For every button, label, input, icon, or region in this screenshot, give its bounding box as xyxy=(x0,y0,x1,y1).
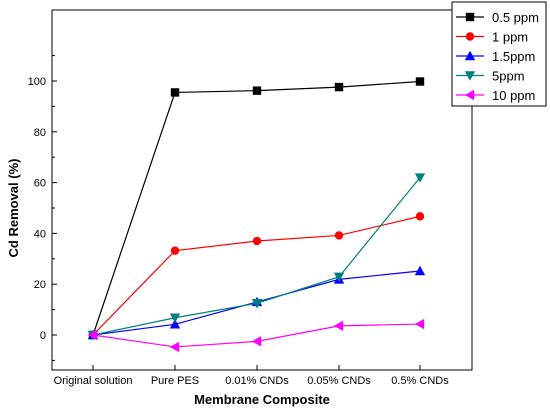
series-4 xyxy=(87,318,425,353)
legend: 0.5 ppm 1 ppm 1.5ppm 5ppm 10 ppm xyxy=(451,1,547,107)
data-point xyxy=(333,272,345,283)
data-point xyxy=(464,50,476,61)
data-point xyxy=(334,82,344,92)
data-point xyxy=(414,173,426,183)
y-tick-label: 100 xyxy=(28,76,46,88)
data-point xyxy=(333,320,344,332)
data-point xyxy=(414,265,426,276)
legend-entry: 5ppm xyxy=(456,69,525,84)
data-point xyxy=(251,336,262,347)
y-tick-label: 0 xyxy=(40,330,46,342)
x-tick-label: Original solution xyxy=(54,375,133,387)
data-point xyxy=(169,341,180,353)
legend-label: 10 ppm xyxy=(492,88,535,103)
legend-entry: 10 ppm xyxy=(456,88,535,103)
data-point xyxy=(169,313,181,323)
y-tick-label: 80 xyxy=(34,127,46,139)
legend-entry: 1.5ppm xyxy=(456,49,535,64)
data-point xyxy=(414,318,425,330)
legend-entry: 0.5 ppm xyxy=(456,10,539,25)
data-point xyxy=(334,231,344,240)
y-tick-label: 40 xyxy=(34,228,46,240)
series-line xyxy=(92,177,421,336)
x-axis-label: Membrane Composite xyxy=(194,392,330,407)
plot-area xyxy=(87,77,426,353)
legend-label: 1 ppm xyxy=(492,30,528,45)
axes: 0 20 40 60 80 100 Original solution Pure PES 0.0… xyxy=(28,9,473,387)
legend-label: 0.5 ppm xyxy=(492,10,539,25)
data-point xyxy=(169,319,181,329)
x-tick-label: 0.01% CNDs xyxy=(225,375,289,387)
data-point xyxy=(465,32,475,41)
data-point xyxy=(415,77,425,86)
data-point xyxy=(252,86,262,95)
legend-entry: 1 ppm xyxy=(456,30,528,45)
y-tick-label: 20 xyxy=(34,279,46,291)
legend-label: 1.5ppm xyxy=(492,49,535,64)
x-tick-label: Pure PES xyxy=(151,375,199,387)
data-point xyxy=(464,71,476,81)
data-point xyxy=(415,212,425,221)
y-tick-label: 60 xyxy=(34,178,46,190)
legend-label: 5ppm xyxy=(492,69,525,84)
plot-frame xyxy=(51,9,473,371)
x-tick-label: 0.5% CNDs xyxy=(391,375,449,387)
data-point xyxy=(252,236,262,246)
data-point xyxy=(465,12,475,22)
y-axis-label: Cd Removal (%) xyxy=(6,159,21,258)
data-point xyxy=(170,246,180,255)
series-line xyxy=(92,80,421,336)
data-point xyxy=(464,89,475,101)
x-tick-label: 0.05% CNDs xyxy=(307,375,371,387)
data-point xyxy=(87,329,98,341)
series-3 xyxy=(87,173,426,341)
data-point xyxy=(170,88,180,97)
data-point xyxy=(251,299,263,309)
